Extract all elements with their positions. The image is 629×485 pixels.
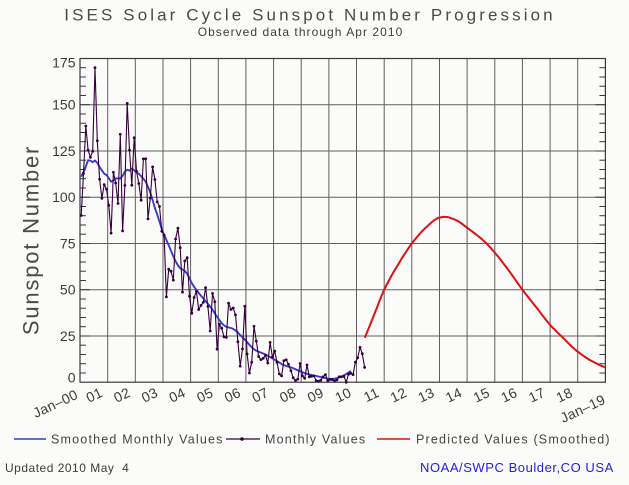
svg-text:16: 16 — [498, 384, 519, 405]
svg-text:07: 07 — [249, 384, 270, 405]
svg-text:11: 11 — [361, 384, 381, 405]
svg-text:18: 18 — [554, 384, 575, 405]
svg-text:125: 125 — [52, 143, 76, 159]
svg-text:09: 09 — [305, 384, 326, 405]
svg-text:Sunspot Number: Sunspot Number — [19, 145, 44, 335]
svg-text:175: 175 — [52, 55, 76, 71]
svg-text:14: 14 — [443, 384, 464, 405]
svg-text:ISES Solar Cycle Sunspot Numbe: ISES Solar Cycle Sunspot Number Progress… — [64, 5, 555, 24]
svg-text:08: 08 — [277, 384, 298, 405]
svg-text:0: 0 — [68, 369, 76, 385]
svg-text:50: 50 — [60, 282, 76, 298]
svg-text:150: 150 — [52, 97, 76, 113]
svg-text:02: 02 — [111, 384, 132, 405]
svg-text:01: 01 — [84, 384, 105, 405]
svg-text:25: 25 — [60, 328, 76, 344]
svg-text:Predicted Values (Smoothed): Predicted Values (Smoothed) — [416, 433, 611, 447]
svg-text:03: 03 — [139, 384, 160, 405]
svg-text:10: 10 — [332, 384, 353, 405]
svg-text:04: 04 — [166, 384, 187, 405]
svg-text:Observed data through Apr 2010: Observed data through Apr 2010 — [198, 25, 404, 39]
svg-text:Smoothed Monthly Values: Smoothed Monthly Values — [51, 433, 224, 447]
svg-text:Monthly Values: Monthly Values — [265, 433, 366, 447]
svg-text:100: 100 — [52, 189, 76, 205]
svg-text:15: 15 — [471, 384, 492, 405]
svg-text:05: 05 — [194, 384, 215, 405]
svg-text:06: 06 — [222, 384, 243, 405]
svg-text:NOAA/SWPC Boulder,CO USA: NOAA/SWPC Boulder,CO USA — [420, 460, 614, 475]
svg-text:75: 75 — [60, 236, 76, 252]
svg-text:13: 13 — [415, 384, 436, 405]
svg-text:12: 12 — [388, 384, 409, 405]
svg-text:Updated 2010 May 4: Updated 2010 May 4 — [5, 461, 129, 475]
svg-text:17: 17 — [526, 384, 547, 405]
